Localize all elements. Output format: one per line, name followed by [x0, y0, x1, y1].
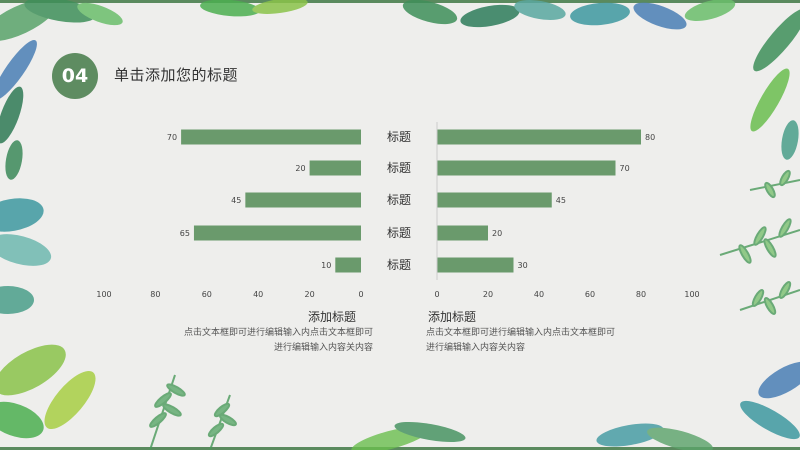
tick-label: 20: [305, 290, 315, 299]
tick-label: 80: [636, 290, 646, 299]
left-desc-line: 进行编辑输入内容关内容: [273, 343, 373, 353]
data-label: 70: [167, 133, 177, 142]
tick-label: 40: [534, 290, 544, 299]
right-desc-line: 点击文本框即可进行编辑输入内点击文本框即可: [426, 328, 616, 338]
data-label: 45: [231, 196, 241, 205]
bar: [335, 257, 361, 273]
tick-label: 0: [358, 290, 363, 299]
category-label: 标题: [387, 130, 411, 144]
left-chart: 70 20 45 65 10 100 80 60 40 20 0: [96, 129, 364, 299]
right-desc-text: 点击文本框即可进行编辑输入内点击文本框即可 进行编辑输入内容关内容: [426, 326, 656, 356]
tick-label: 60: [202, 290, 212, 299]
right-desc-title: 添加标题: [428, 310, 477, 324]
tick-label: 80: [150, 290, 160, 299]
bar: [437, 160, 616, 176]
bar: [181, 129, 361, 145]
tick-label: 100: [96, 290, 111, 299]
right-desc-line: 进行编辑输入内容关内容: [426, 343, 526, 353]
tick-label: 20: [483, 290, 493, 299]
category-label: 标题: [387, 161, 411, 175]
data-label: 20: [295, 164, 305, 173]
category-label: 标题: [387, 193, 411, 207]
data-label: 10: [321, 261, 331, 270]
bar: [309, 160, 361, 176]
bar: [437, 129, 641, 145]
bar: [245, 192, 361, 208]
data-label: 45: [556, 196, 566, 205]
data-label: 20: [492, 229, 502, 238]
tick-label: 0: [434, 290, 439, 299]
bar: [193, 225, 361, 241]
data-label: 65: [180, 229, 190, 238]
left-desc-title: 添加标题: [308, 310, 357, 324]
data-label: 70: [620, 164, 630, 173]
top-border: [0, 0, 800, 3]
tick-label: 60: [585, 290, 595, 299]
category-label: 标题: [387, 258, 411, 272]
bar: [437, 225, 488, 241]
bar: [437, 192, 552, 208]
left-desc-line: 点击文本框即可进行编辑输入内点击文本框即可: [183, 328, 373, 338]
category-label: 标题: [387, 226, 411, 240]
section-number-badge: 04: [52, 53, 98, 99]
left-desc-text: 点击文本框即可进行编辑输入内点击文本框即可 进行编辑输入内容关内容: [143, 326, 373, 356]
bar: [437, 257, 514, 273]
data-label: 80: [645, 133, 655, 142]
slide-title: 单击添加您的标题: [114, 66, 239, 84]
tick-label: 40: [253, 290, 263, 299]
tick-label: 100: [684, 290, 699, 299]
right-chart: 80 70 45 20 30 0 20 40 60 80 100: [434, 122, 700, 299]
data-label: 30: [518, 261, 528, 270]
